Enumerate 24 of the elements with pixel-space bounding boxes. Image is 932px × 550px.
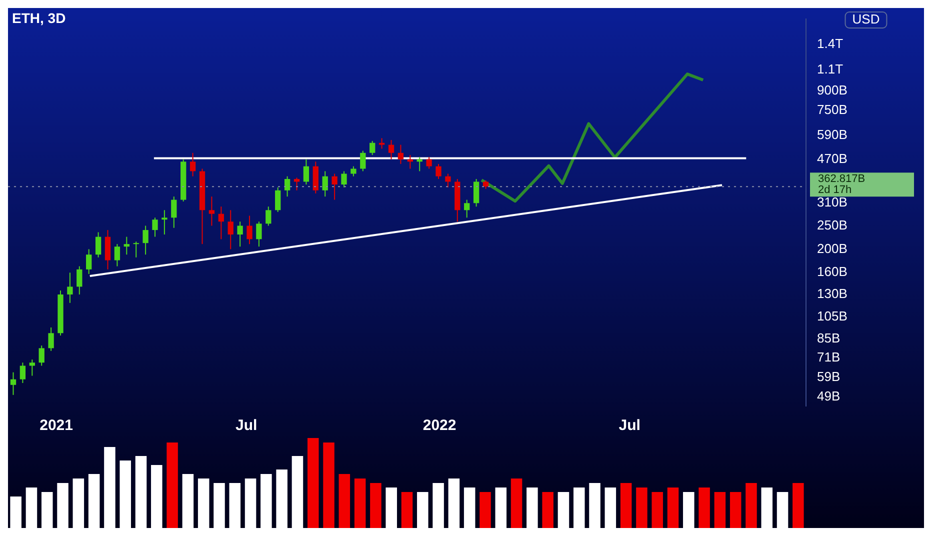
y-tick-label: 49B	[817, 388, 840, 404]
y-tick-label: 200B	[817, 240, 848, 256]
y-tick-label: 470B	[817, 150, 848, 166]
y-tick-label: 1.4T	[817, 36, 844, 52]
text: USD	[852, 12, 880, 27]
x-tick-label: 2022	[422, 417, 456, 434]
x-tick-label: Jul	[236, 417, 258, 434]
y-tick-label: 1.1T	[817, 62, 844, 77]
text: 2d 17h	[818, 184, 852, 196]
y-tick-label: 750B	[817, 102, 848, 117]
y-tick-label: 85B	[817, 330, 840, 346]
chart-title: ETH, 3D	[12, 10, 66, 26]
y-tick-label: 130B	[817, 286, 848, 302]
y-tick-label: 71B	[817, 350, 840, 365]
y-tick-label: 590B	[817, 127, 848, 142]
ref-line-label: 362.817B	[818, 173, 866, 186]
y-tick-label: 160B	[817, 264, 848, 280]
y-tick-label: 105B	[817, 308, 848, 324]
y-tick-label: 59B	[817, 369, 840, 384]
y-tick-label: 900B	[817, 82, 848, 98]
x-tick-label: 2021	[40, 417, 73, 434]
y-tick-label: 310B	[817, 194, 848, 210]
y-tick-label: 250B	[817, 217, 848, 232]
x-tick-label: Jul	[618, 417, 640, 434]
